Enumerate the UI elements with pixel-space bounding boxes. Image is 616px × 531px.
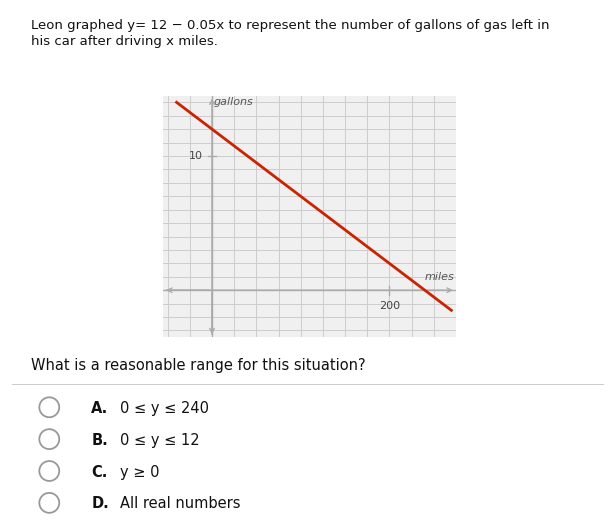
Text: C.: C.	[91, 465, 108, 479]
Text: All real numbers: All real numbers	[120, 496, 241, 511]
Text: 200: 200	[379, 301, 400, 311]
Text: Leon graphed y​=​ 12 − 0.05x to represent the number of gallons of gas left in: Leon graphed y​=​ 12 − 0.05x to represen…	[31, 19, 549, 31]
Text: A.: A.	[91, 401, 108, 416]
Text: What is a reasonable range for this situation?: What is a reasonable range for this situ…	[31, 358, 365, 373]
Text: gallons: gallons	[214, 97, 254, 107]
Text: B.: B.	[91, 433, 108, 448]
Text: D.: D.	[91, 496, 109, 511]
Text: 0 ≤ y ≤ 12: 0 ≤ y ≤ 12	[120, 433, 200, 448]
Text: miles: miles	[424, 272, 454, 282]
Text: y ≥ 0: y ≥ 0	[120, 465, 160, 479]
Text: 10: 10	[189, 151, 203, 161]
Text: his car after driving x miles.: his car after driving x miles.	[31, 35, 217, 47]
Text: 0 ≤ y ≤ 240: 0 ≤ y ≤ 240	[120, 401, 209, 416]
